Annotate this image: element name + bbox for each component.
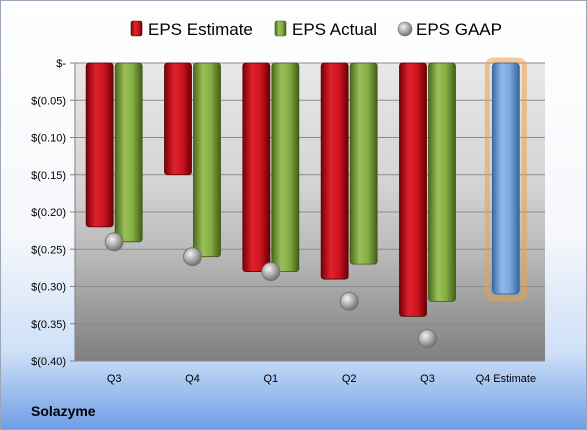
- legend: EPS Estimate EPS Actual EPS GAAP: [130, 20, 502, 39]
- bar-eps-actual: [193, 62, 221, 258]
- bars: [85, 57, 527, 317]
- x-tick-label: Q4: [185, 373, 200, 385]
- bar-eps-actual: [428, 62, 456, 302]
- x-tick-label: Q3: [107, 373, 122, 385]
- bar-eps-actual: [271, 62, 300, 273]
- bar-eps-estimate: [399, 62, 427, 317]
- point-eps-gaap: [261, 262, 281, 282]
- legend-swatch: [397, 21, 413, 37]
- legend-label: EPS Actual: [292, 20, 377, 39]
- legend-swatch: [130, 20, 143, 37]
- bar-eps-estimate: [85, 62, 114, 228]
- y-tick-label: $(0.15): [31, 170, 66, 182]
- y-tick-label: $(0.35): [31, 319, 66, 331]
- company-name: Solazyme: [31, 403, 96, 419]
- x-tick-label: Q3: [420, 373, 435, 385]
- y-tick-label: $(0.05): [31, 95, 66, 107]
- y-tick-label: $(0.25): [31, 244, 66, 256]
- gridlines: [75, 62, 545, 362]
- x-tick-label: Q1: [263, 373, 278, 385]
- y-tick-label: $(0.30): [31, 282, 66, 294]
- bar-eps-actual: [349, 62, 378, 265]
- gaap-points: [104, 232, 437, 349]
- point-eps-gaap: [418, 329, 437, 349]
- x-tick-label: Q4 Estimate: [476, 373, 537, 385]
- axes: $- $(0.05) $(0.10) $(0.15) $(0.20) $(0.25) $(0…: [31, 58, 536, 385]
- legend-swatch: [274, 20, 287, 37]
- bar-eps-estimate: [164, 62, 192, 176]
- forecast-highlight: [484, 57, 527, 302]
- bar-eps-estimate: [320, 62, 349, 280]
- bar-eps-estimate-forecast: [491, 62, 520, 295]
- bar-eps-estimate: [242, 62, 271, 273]
- y-tick-label: $(0.10): [31, 133, 66, 145]
- legend-label: EPS Estimate: [148, 20, 253, 39]
- x-tick-label: Q2: [342, 373, 357, 385]
- point-eps-gaap: [339, 291, 359, 311]
- y-tick-label: $-: [56, 58, 66, 70]
- point-eps-gaap: [104, 232, 124, 252]
- legend-label: EPS GAAP: [416, 20, 502, 39]
- bar-eps-actual: [114, 62, 143, 243]
- point-eps-gaap: [183, 247, 202, 267]
- y-tick-label: $(0.20): [31, 207, 66, 219]
- y-tick-label: $(0.40): [31, 356, 66, 368]
